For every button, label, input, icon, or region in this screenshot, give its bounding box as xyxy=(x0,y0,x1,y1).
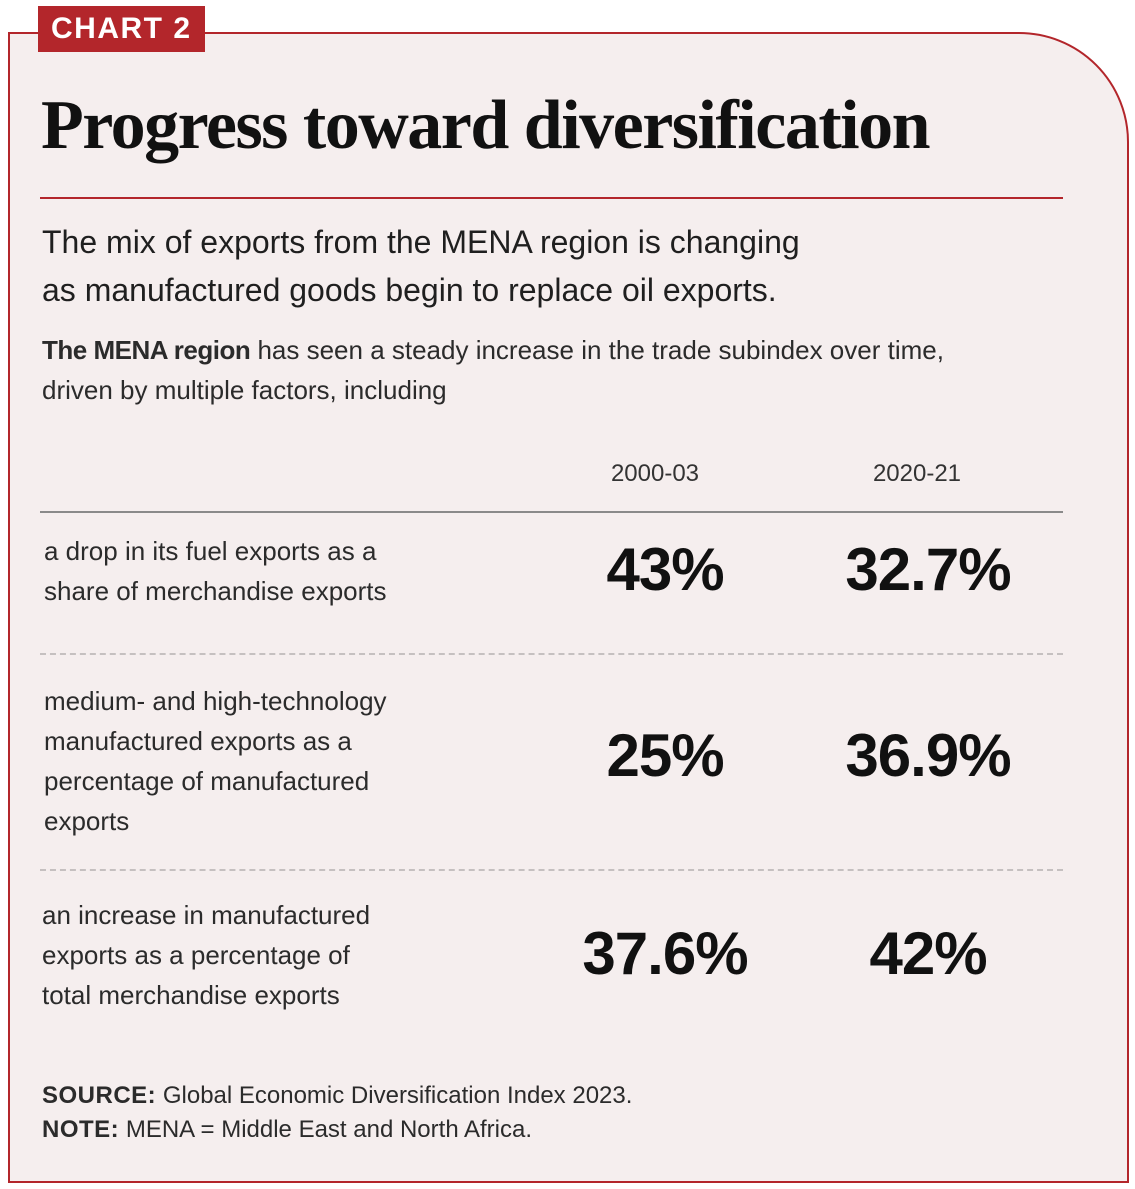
row-2-value-2000-03: 25% xyxy=(606,722,724,789)
row-1-value-2000-03: 43% xyxy=(606,536,724,603)
row-2-label-line-4: exports xyxy=(44,806,130,836)
row-3-label: an increase in manufactured exports as a… xyxy=(42,895,442,1015)
row-2-label: medium- and high-technology manufactured… xyxy=(44,681,444,841)
row-2-value-2020-21: 36.9% xyxy=(845,722,1011,789)
row-3-label-line-2: exports as a percentage of xyxy=(42,940,350,970)
title-divider xyxy=(40,197,1063,199)
row-1-label-line-2: share of merchandise exports xyxy=(44,576,387,606)
chart-title: Progress toward diversification xyxy=(41,87,931,164)
subtitle-line-2: as manufactured goods begin to replace o… xyxy=(42,272,777,308)
row-3-value-2000-03: 37.6% xyxy=(582,920,748,987)
subtitle-line-1: The mix of exports from the MENA region … xyxy=(42,224,800,260)
row-2-label-line-3: percentage of manufactured xyxy=(44,766,370,796)
source-note: SOURCE: Global Economic Diversification … xyxy=(42,1079,632,1113)
row-1-label-line-1: a drop in its fuel exports as a xyxy=(44,536,377,566)
source-text: Global Economic Diversification Index 20… xyxy=(156,1082,633,1109)
row-1-label: a drop in its fuel exports as a share of… xyxy=(44,531,444,611)
row-3-value-2020-21: 42% xyxy=(869,920,987,987)
row-divider-2 xyxy=(40,869,1063,871)
row-3-label-line-1: an increase in manufactured xyxy=(42,900,371,930)
chart-subtitle: The mix of exports from the MENA region … xyxy=(42,218,942,314)
column-header-2000-03: 2000-03 xyxy=(610,460,700,487)
note-label: NOTE: xyxy=(42,1116,120,1143)
column-header-2020-21: 2020-21 xyxy=(872,460,962,487)
chart-number-badge: CHART 2 xyxy=(38,6,205,52)
header-divider xyxy=(40,511,1063,513)
row-3-label-line-3: total merchandise exports xyxy=(42,980,340,1010)
intro-line-1: has seen a steady increase in the trade … xyxy=(250,335,944,365)
row-1-value-2020-21: 32.7% xyxy=(845,536,1011,603)
chart-card xyxy=(8,32,1129,1183)
note-text: NOTE: MENA = Middle East and North Afric… xyxy=(42,1113,532,1147)
row-2-label-line-1: medium- and high-technology xyxy=(44,686,387,716)
source-label: SOURCE: xyxy=(42,1082,157,1109)
note-body: MENA = Middle East and North Africa. xyxy=(119,1116,533,1143)
intro-line-2: driven by multiple factors, including xyxy=(42,375,447,405)
row-2-label-line-2: manufactured exports as a xyxy=(44,726,352,756)
intro-bold: The MENA region xyxy=(42,335,251,365)
row-divider-1 xyxy=(40,653,1063,655)
intro-text: The MENA region has seen a steady increa… xyxy=(42,330,1042,410)
